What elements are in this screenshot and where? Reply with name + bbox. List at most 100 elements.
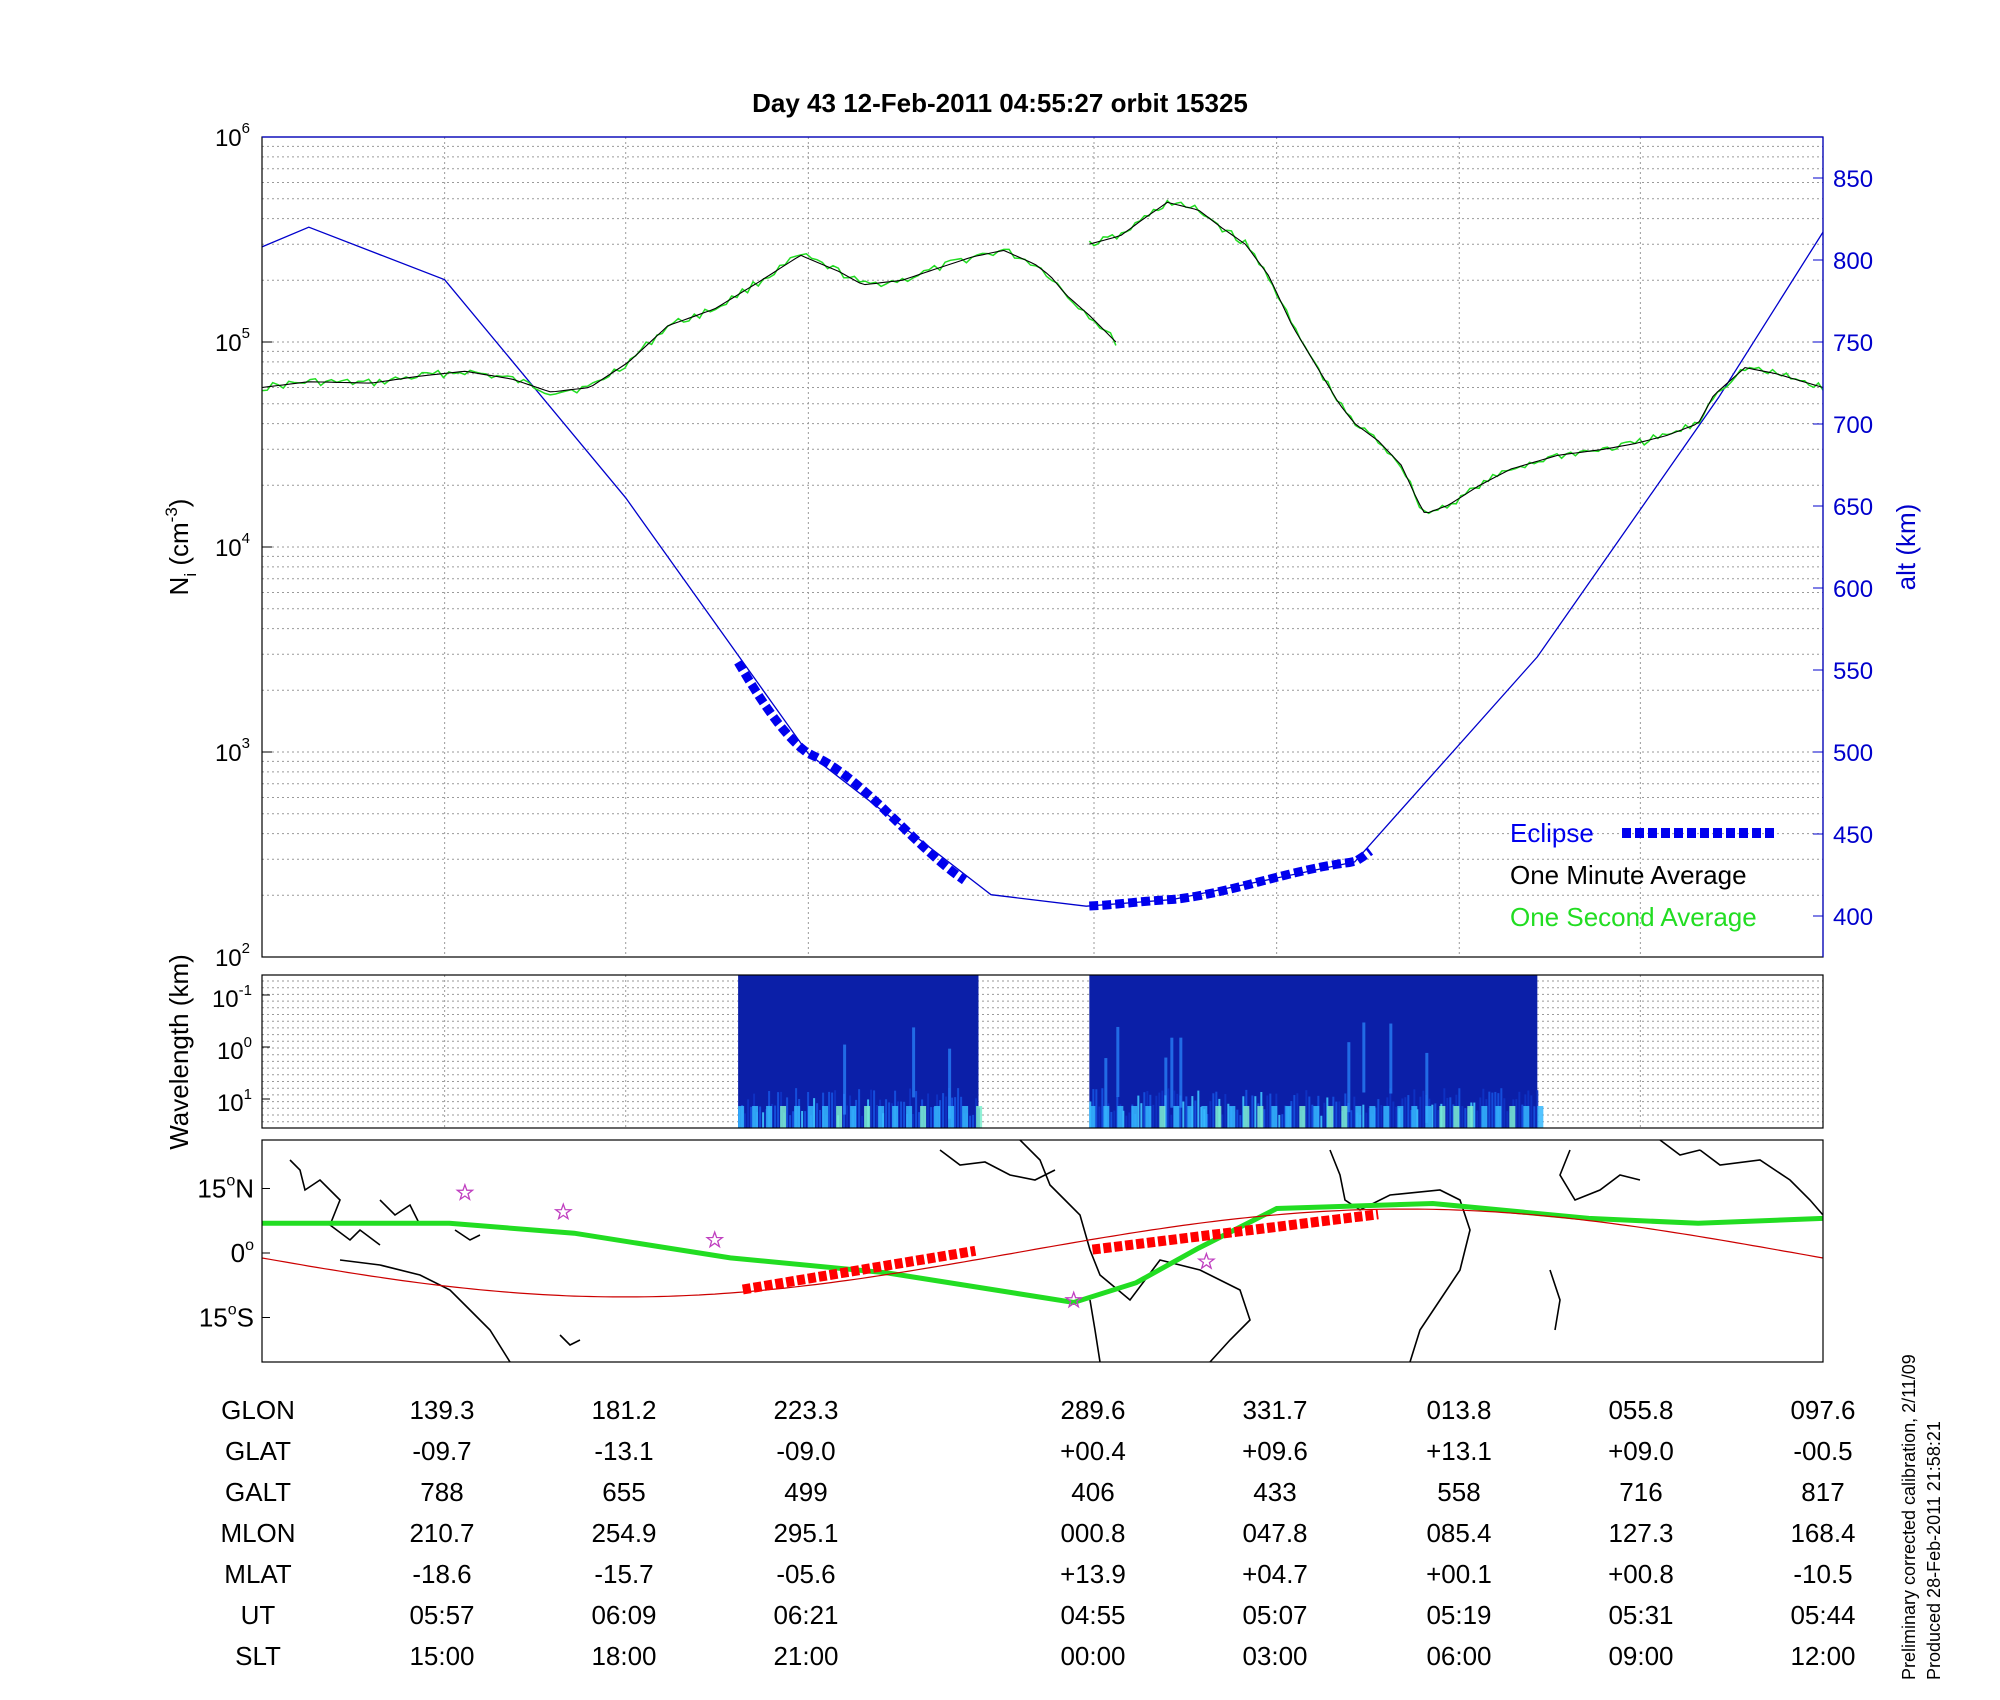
coastline-segment bbox=[1699, 1149, 1824, 1216]
y-axis-label: Ni (cm-3) bbox=[162, 499, 200, 596]
spectrogram-column bbox=[1347, 1042, 1351, 1113]
spectrogram-column bbox=[948, 1106, 955, 1128]
spectrogram-column bbox=[738, 1106, 745, 1128]
spectrogram-column bbox=[1155, 1095, 1158, 1128]
spectrogram-column bbox=[1182, 1101, 1185, 1128]
spectrogram-column bbox=[1131, 1106, 1138, 1128]
spectrogram-block-2 bbox=[1089, 975, 1538, 1128]
spectrogram-column bbox=[1411, 1106, 1418, 1128]
spectrogram-column bbox=[948, 1048, 952, 1119]
footnote-line2: Produced 28-Feb-2011 21:58:21 bbox=[1924, 1421, 1944, 1680]
y2-tick-label-750: 750 bbox=[1833, 330, 1873, 357]
spectrogram-column bbox=[1389, 1088, 1392, 1128]
table-cell: 04:55 bbox=[1060, 1600, 1125, 1630]
spectrogram-column bbox=[1530, 1095, 1533, 1128]
table-cell: 406 bbox=[1071, 1477, 1114, 1507]
table-cell: 12:00 bbox=[1790, 1641, 1855, 1671]
spectrogram-column bbox=[1407, 1095, 1410, 1128]
spectrogram-column bbox=[918, 1112, 921, 1128]
panel3-frame bbox=[261, 1139, 1824, 1363]
spectrogram-column bbox=[1341, 1106, 1348, 1128]
spectrogram-column bbox=[957, 1088, 960, 1128]
spectrogram-column bbox=[1215, 1106, 1222, 1128]
spectrogram-column bbox=[888, 1102, 891, 1128]
spectrogram-column bbox=[1098, 1106, 1101, 1128]
spectrogram-column bbox=[1453, 1106, 1460, 1128]
spectrogram-column bbox=[1201, 1106, 1208, 1128]
y2-tick-label-550: 550 bbox=[1833, 658, 1873, 685]
spectrogram-column bbox=[804, 1111, 807, 1128]
spectrogram-column bbox=[920, 1106, 927, 1128]
table-cell: 085.4 bbox=[1426, 1518, 1491, 1548]
spectrogram-column bbox=[843, 1044, 847, 1115]
spectrogram-column bbox=[780, 1106, 787, 1128]
spectrogram-column bbox=[962, 1106, 969, 1128]
spectrogram-column bbox=[1212, 1093, 1215, 1128]
spectrogram-column bbox=[1293, 1095, 1296, 1128]
y2-axis-label: alt (km) bbox=[1891, 504, 1921, 591]
table-cell: 055.8 bbox=[1608, 1395, 1673, 1425]
table-cell: 433 bbox=[1253, 1477, 1296, 1507]
table-cell: 09:00 bbox=[1608, 1641, 1673, 1671]
spectrogram-column bbox=[794, 1106, 801, 1128]
table-cell: -15.7 bbox=[594, 1559, 653, 1589]
table-cell: +00.1 bbox=[1426, 1559, 1492, 1589]
spectrogram-column bbox=[1117, 1106, 1124, 1128]
spectrogram-y-tick-label--1: 10-1 bbox=[212, 982, 252, 1013]
table-cell: 097.6 bbox=[1790, 1395, 1855, 1425]
spectrogram-column bbox=[1305, 1090, 1308, 1128]
table-cell: 254.9 bbox=[591, 1518, 656, 1548]
coastline-segment bbox=[559, 1334, 581, 1346]
spectrogram-column bbox=[1389, 1023, 1393, 1094]
spectrogram-column bbox=[906, 1106, 913, 1128]
table-cell: 05:19 bbox=[1426, 1600, 1491, 1630]
spectrogram-column bbox=[1209, 1101, 1212, 1128]
table-row-label-glat: GLAT bbox=[225, 1436, 291, 1466]
spectrogram-column bbox=[1397, 1106, 1404, 1128]
spectrogram-column bbox=[912, 1113, 915, 1128]
spectrogram-column bbox=[1145, 1106, 1152, 1128]
table-row-label-mlon: MLON bbox=[220, 1518, 295, 1548]
legend-one-minute-label: One Minute Average bbox=[1510, 860, 1747, 890]
station-star-icon bbox=[1064, 1290, 1084, 1309]
spectrogram-column bbox=[774, 1105, 777, 1128]
table-cell: 499 bbox=[784, 1477, 827, 1507]
spectrogram-column bbox=[1473, 1102, 1476, 1128]
spectrogram-column bbox=[1308, 1096, 1311, 1128]
table-cell: 127.3 bbox=[1608, 1518, 1673, 1548]
coastline-segment bbox=[289, 1159, 381, 1246]
station-star-icon bbox=[455, 1182, 475, 1201]
spectrogram-column bbox=[1137, 1095, 1140, 1128]
spectrogram-column bbox=[1140, 1103, 1143, 1128]
table-cell: 06:21 bbox=[773, 1600, 838, 1630]
spectrogram-column bbox=[1271, 1106, 1278, 1128]
table-cell: 013.8 bbox=[1426, 1395, 1491, 1425]
ground-track-map-panel: 15oN 0o 15oS bbox=[197, 1139, 1824, 1363]
spectrogram-column bbox=[858, 1089, 861, 1128]
spectrogram-column bbox=[762, 1112, 765, 1128]
spectrogram-column bbox=[1353, 1096, 1356, 1128]
spectrogram-column bbox=[1311, 1104, 1314, 1128]
table-cell: 03:00 bbox=[1242, 1641, 1307, 1671]
table-cell: 21:00 bbox=[773, 1641, 838, 1671]
spectrogram-column bbox=[1185, 1096, 1188, 1128]
panel2-grid bbox=[262, 975, 1823, 1128]
spectrogram-column bbox=[1263, 1109, 1266, 1128]
spectrogram-column bbox=[750, 1106, 753, 1128]
spectrogram-column bbox=[1523, 1106, 1530, 1128]
eclipse-track-segment-1 bbox=[741, 1245, 977, 1295]
table-cell: 05:44 bbox=[1790, 1600, 1855, 1630]
spectrogram-column bbox=[828, 1091, 831, 1128]
table-cell: +00.4 bbox=[1060, 1436, 1126, 1466]
spectrogram-column bbox=[1446, 1097, 1449, 1128]
spectrogram-column bbox=[1243, 1106, 1250, 1128]
table-row-label-mlat: MLAT bbox=[224, 1559, 292, 1589]
spectrogram-column bbox=[1518, 1091, 1521, 1128]
spectrogram-column bbox=[789, 1115, 792, 1128]
spectrogram-column bbox=[870, 1089, 873, 1128]
table-row-label-ut: UT bbox=[241, 1600, 276, 1630]
spectrogram-column bbox=[1355, 1106, 1362, 1128]
spectrogram-column bbox=[1338, 1101, 1341, 1128]
spectrogram-column bbox=[1296, 1093, 1299, 1128]
